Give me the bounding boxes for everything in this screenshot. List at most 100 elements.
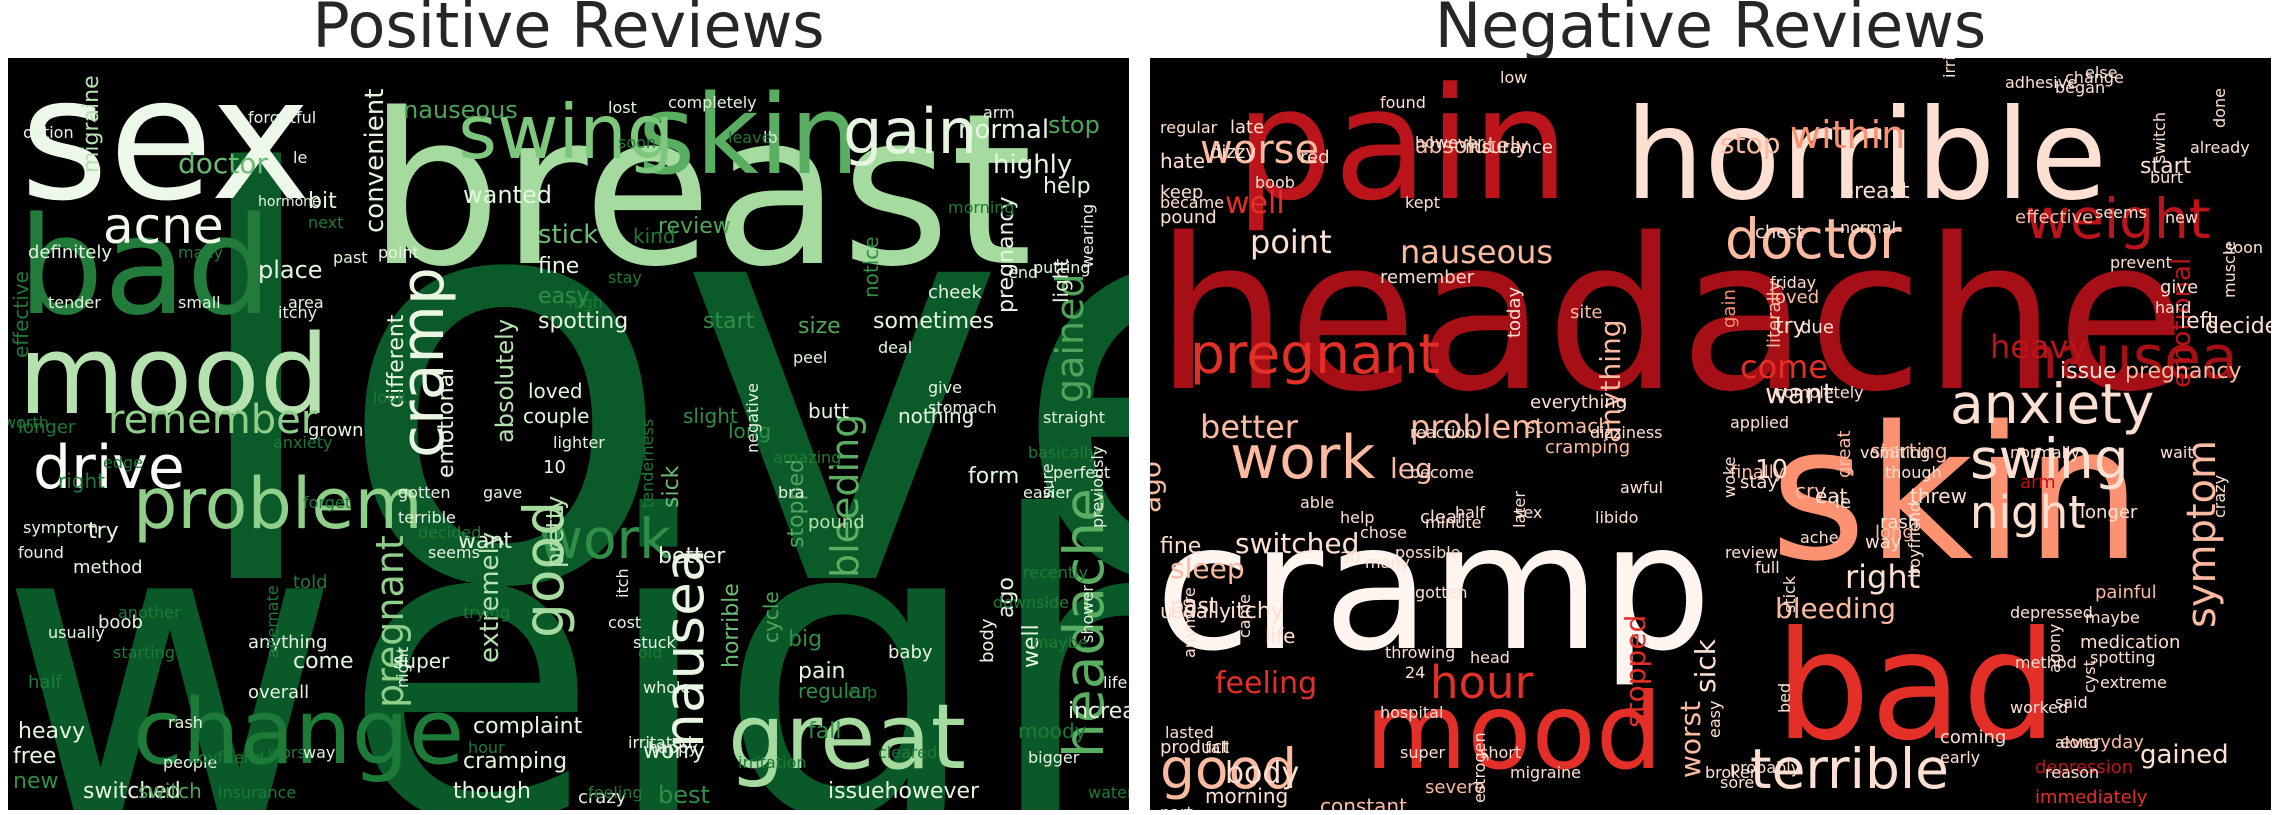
cloud-word-eat: eat [1815,484,1848,508]
cloud-word-gain: gain [1719,289,1740,328]
cloud-word-10: 10 [1755,455,1788,485]
cloud-word-worked: worked [2010,698,2068,717]
cloud-word-pretty: pretty [541,496,569,568]
cloud-word-anymore: anymore [1180,587,1199,658]
cloud-word-cramp: cramp [388,267,458,458]
cloud-word-right: right [1845,558,1920,596]
word-cloud-positive-svg: loveweightbreastsexbadmoodskinswinggaina… [8,58,1129,810]
cloud-word-heavy: heavy [1990,328,2087,366]
cloud-word-cramping: cramping [463,749,567,774]
cloud-word-hospital: hospital [1380,703,1443,722]
cloud-word-soon: soon [2225,238,2263,257]
cloud-word-kept: kept [1405,193,1440,212]
cloud-word-stay: stay [1740,472,1778,493]
cloud-word-along: along [2055,733,2099,752]
cloud-word-awful: awful [1620,478,1663,497]
cloud-word-super: super [1400,743,1445,762]
cloud-word-regular: regular [1160,118,1218,137]
cloud-word-swing: swing [458,88,674,176]
cloud-word-irritated: irritated [628,733,692,752]
cloud-word-great: great [728,685,966,790]
cloud-word-water: water [1088,783,1129,802]
cloud-word-definitely: definitely [28,242,112,263]
cloud-word-sure: sure [1038,463,1057,498]
cloud-word-want: want [458,529,512,554]
cloud-word-skin: skin [1770,386,2142,602]
cloud-word-30: 30 [1340,548,1360,567]
cloud-word-libido: libido [1595,508,1638,527]
cloud-word-better: better [1200,408,1299,446]
cloud-word-alternate: alternate [263,585,282,658]
cloud-word-drive: drive [33,433,185,503]
cloud-word-change: change [133,680,464,785]
cloud-word-site: site [1570,302,1603,323]
cloud-word-emotional: emotional [2167,258,2197,388]
cloud-word-heavy: heavy [18,719,85,744]
cloud-word-threw: threw [1910,484,1967,508]
cloud-word-pregnant: pregnant [1190,322,1440,386]
cloud-word-head: head [1470,648,1510,667]
cloud-word-coming: coming [1940,727,2006,748]
cloud-word-past: past [1170,594,1218,619]
cloud-word-literally: literally [1764,280,1785,348]
cloud-word-bleeding: bleeding [823,414,867,578]
cloud-word-downside: downside [993,593,1069,612]
cloud-word-old: old [638,643,662,662]
cloud-word-pregnancy: pregnancy [994,196,1019,313]
cloud-word-full: full [1755,558,1780,577]
cloud-word-lasted: lasted [1165,723,1214,742]
cloud-word-stick: stick [538,220,598,250]
cloud-word-method: method [73,557,143,578]
cloud-word-possible: possible [1395,543,1461,562]
cloud-word-gain: gain [843,95,977,168]
cloud-word-later: later [1510,491,1529,528]
cloud-word-switched: switched [83,779,181,804]
cloud-word-nausea: nausea [652,548,716,748]
cloud-word-help: help [1043,174,1091,199]
cloud-word-completely: completely [1775,383,1864,402]
cloud-word-insurance: insurance [218,783,296,802]
cloud-word-long: long [1875,522,1914,543]
cloud-word-give: give [928,378,962,397]
cloud-word-normal: normal [958,115,1049,145]
cloud-word-part: part [1160,803,1193,810]
cloud-word-doctor: doctor [1725,207,1902,271]
cloud-word-gained: gained [2140,740,2229,770]
cloud-word-worst: worst [268,743,312,762]
cloud-word-high: high [568,293,603,312]
cloud-word-acne: acne [103,197,224,255]
cloud-word-effective: effective [9,271,33,358]
cloud-word-new: new [13,769,58,794]
cloud-word-boob: boob [1255,173,1295,192]
cloud-word-seems: seems [2095,203,2147,222]
cloud-word-cost: cost [608,613,641,632]
cloud-word-severe: severe [1425,777,1485,798]
cloud-word-problem: problem [1410,408,1542,446]
cloud-word-weight: weight [8,429,1129,810]
cloud-word-applied: applied [1730,413,1789,432]
cloud-word-friday: friday [1770,273,1816,292]
cloud-word-feeling: feeling [588,783,643,802]
cloud-word-gotten: gotten [398,483,450,502]
cloud-word-woke: woke [1720,457,1739,498]
cloud-word-good: good [512,501,576,638]
cloud-word-sore: sore [1720,773,1754,792]
cloud-word-anxiety: anxiety [273,433,332,452]
cloud-word-mood: mood [1365,671,1662,793]
cloud-word-boob: boob [98,612,143,633]
cloud-word-leg: leg [1390,452,1433,485]
cloud-word-wanted: wanted [463,181,552,209]
cloud-word-leave: leave [728,128,771,147]
cloud-word-painful: painful [2095,582,2157,603]
cloud-word-arm: arm [983,103,1015,122]
cloud-word-many: many [1365,553,1410,572]
panel-title-negative: Negative Reviews [1434,0,1987,62]
cloud-word-20: 20 [1180,598,1199,618]
cloud-word-came: came [1235,594,1254,638]
cloud-word-way: way [1865,532,1902,553]
cloud-word-work: work [538,507,671,571]
cloud-word-broken: broken [1705,763,1760,782]
cloud-word-however: however [1415,133,1484,152]
cloud-word-love: love [178,59,1129,711]
cloud-word-ago: ago [1150,461,1167,513]
